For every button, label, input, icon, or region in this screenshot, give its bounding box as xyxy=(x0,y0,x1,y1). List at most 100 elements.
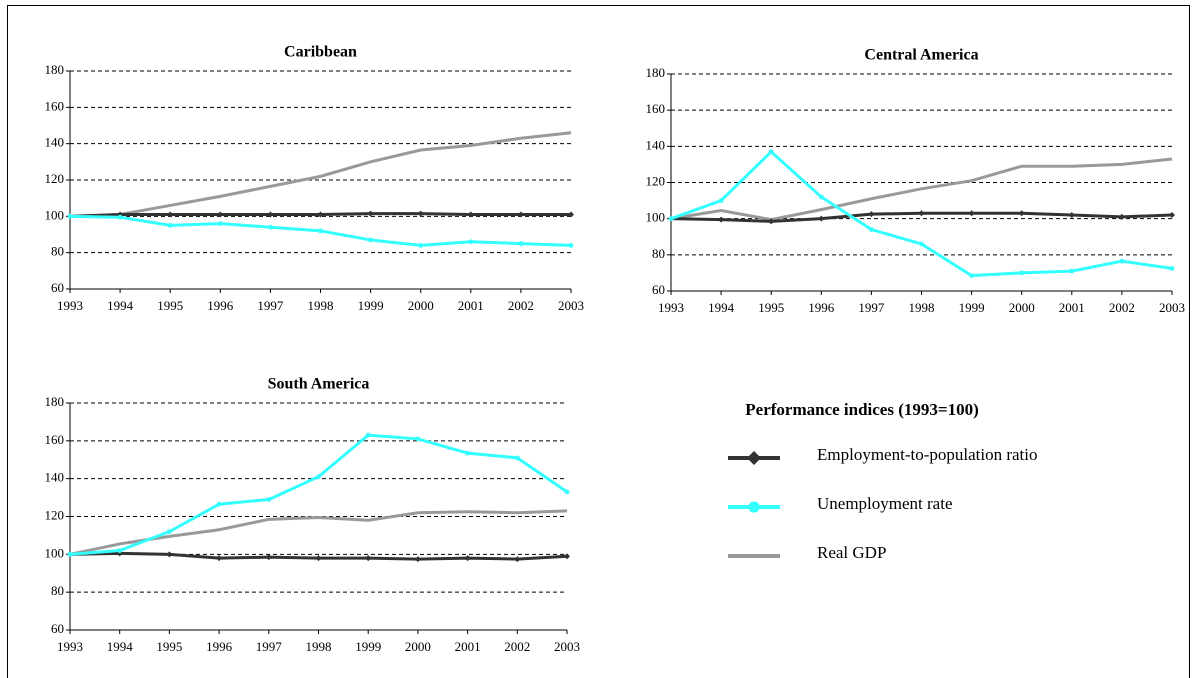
y-tick-label: 100 xyxy=(646,210,666,225)
x-tick-label: 1997 xyxy=(256,639,283,654)
marker-diamond xyxy=(414,556,421,563)
marker-diamond xyxy=(747,451,761,465)
marker-circle xyxy=(167,529,172,535)
x-tick-label: 1995 xyxy=(157,298,183,313)
y-tick-label: 80 xyxy=(51,583,64,598)
marker-diamond xyxy=(315,555,322,562)
x-tick-label: 1997 xyxy=(257,298,284,313)
x-tick-label: 2002 xyxy=(1109,300,1135,315)
y-tick-label: 100 xyxy=(45,207,65,222)
chart-title: Central America xyxy=(864,47,978,64)
marker-diamond xyxy=(718,216,725,223)
x-tick-label: 2000 xyxy=(408,298,434,313)
y-tick-label: 140 xyxy=(45,470,65,485)
marker-circle xyxy=(818,194,824,200)
marker-circle xyxy=(67,551,73,557)
x-tick-label: 1995 xyxy=(156,639,182,654)
marker-diamond xyxy=(167,211,174,218)
marker-diamond xyxy=(1018,210,1025,217)
x-tick-label: 1996 xyxy=(207,298,234,313)
series-line xyxy=(670,157,1173,222)
marker-circle xyxy=(768,149,774,155)
series-line xyxy=(69,433,568,556)
x-tick-label: 2000 xyxy=(1009,300,1035,315)
marker-diamond xyxy=(216,555,223,562)
marker-diamond xyxy=(317,211,324,218)
series-line xyxy=(69,509,568,556)
x-tick-label: 2002 xyxy=(504,639,530,654)
marker-diamond xyxy=(166,551,173,558)
y-tick-label: 120 xyxy=(45,507,65,522)
y-tick-label: 80 xyxy=(51,244,64,259)
legend-title: Performance indices (1993=100) xyxy=(745,400,978,419)
x-tick-label: 2003 xyxy=(1159,300,1185,315)
chart-title: South America xyxy=(268,376,370,393)
y-tick-label: 60 xyxy=(51,621,64,636)
marker-circle xyxy=(869,227,874,232)
marker-diamond xyxy=(517,211,524,218)
marker-circle xyxy=(117,548,123,553)
x-tick-label: 1994 xyxy=(107,639,134,654)
y-tick-label: 160 xyxy=(45,432,65,447)
x-tick-label: 1999 xyxy=(358,298,384,313)
marker-circle xyxy=(316,474,321,480)
marker-diamond xyxy=(267,211,274,218)
marker-circle xyxy=(418,243,424,248)
y-tick-label: 140 xyxy=(646,137,666,152)
x-tick-label: 1999 xyxy=(959,300,985,315)
marker-circle xyxy=(514,455,520,461)
y-tick-label: 160 xyxy=(646,101,666,116)
marker-diamond xyxy=(514,556,521,563)
marker-circle xyxy=(318,228,323,234)
marker-circle xyxy=(668,216,674,222)
marker-circle xyxy=(415,436,421,442)
marker-diamond xyxy=(365,555,372,562)
x-tick-label: 1994 xyxy=(107,298,134,313)
marker-circle xyxy=(1169,265,1175,271)
marker-circle xyxy=(268,224,273,230)
x-tick-label: 2001 xyxy=(1059,300,1085,315)
marker-diamond xyxy=(918,210,925,217)
series-line xyxy=(69,131,572,218)
marker-circle xyxy=(1119,258,1125,264)
x-tick-label: 1999 xyxy=(355,639,381,654)
x-tick-label: 2003 xyxy=(554,639,580,654)
marker-circle xyxy=(1019,270,1025,276)
marker-circle xyxy=(969,273,974,279)
x-tick-label: 2001 xyxy=(455,639,481,654)
x-tick-label: 2000 xyxy=(405,639,431,654)
marker-diamond xyxy=(265,554,272,561)
marker-circle xyxy=(266,497,272,502)
y-tick-label: 140 xyxy=(45,135,65,150)
x-tick-label: 1998 xyxy=(308,298,334,313)
y-tick-label: 180 xyxy=(45,62,65,77)
marker-circle xyxy=(465,450,470,456)
marker-diamond xyxy=(467,211,474,218)
y-tick-label: 160 xyxy=(45,98,65,113)
marker-circle xyxy=(919,241,924,247)
marker-diamond xyxy=(464,555,471,562)
x-tick-label: 1998 xyxy=(909,300,935,315)
marker-diamond xyxy=(1068,212,1075,219)
marker-circle xyxy=(564,489,570,495)
marker-diamond xyxy=(1169,212,1175,219)
marker-diamond xyxy=(367,210,374,217)
marker-circle xyxy=(117,214,123,220)
marker-diamond xyxy=(768,218,775,225)
marker-diamond xyxy=(568,211,574,218)
marker-circle xyxy=(718,198,724,203)
y-tick-label: 120 xyxy=(45,171,65,186)
x-tick-label: 1996 xyxy=(206,639,233,654)
y-tick-label: 100 xyxy=(45,545,65,560)
marker-diamond xyxy=(868,211,875,218)
y-tick-label: 120 xyxy=(646,173,666,188)
marker-diamond xyxy=(968,210,975,217)
marker-circle xyxy=(568,243,574,248)
marker-diamond xyxy=(818,215,825,222)
legend-label: Unemployment rate xyxy=(817,494,953,513)
marker-diamond xyxy=(417,210,424,217)
marker-circle xyxy=(167,223,173,228)
x-tick-label: 2002 xyxy=(508,298,534,313)
y-tick-label: 80 xyxy=(652,246,665,261)
